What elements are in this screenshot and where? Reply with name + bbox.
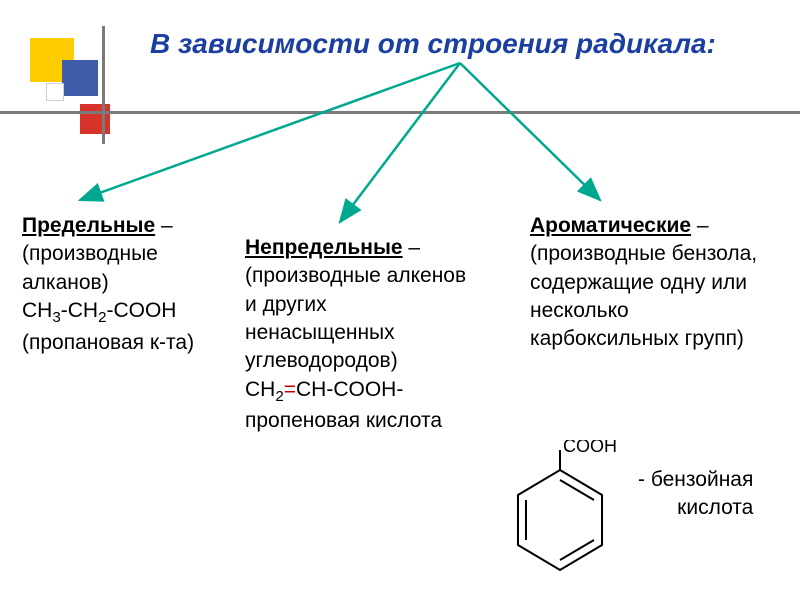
- svg-text:COOH: COOH: [563, 440, 617, 456]
- formula-saturated: CH3-CH2-COOH: [22, 299, 176, 322]
- decor-blue-square: [62, 60, 98, 96]
- decor-red-square: [80, 104, 110, 134]
- heading-unsaturated: Непредельные: [245, 236, 403, 259]
- decor-horizontal-line: [0, 111, 800, 114]
- formula-unsaturated: CH2=CH-COOH-: [245, 378, 403, 401]
- decor-white-square: [46, 83, 64, 101]
- heading-saturated: Предельные: [22, 214, 155, 237]
- slide-title: В зависимости от строения радикала:: [150, 28, 716, 60]
- benzoic-acid-label: - бензойная кислота: [638, 466, 753, 523]
- column-unsaturated: Непредельные – (производные алкенов и др…: [245, 234, 477, 436]
- name-saturated: (пропановая к-та): [22, 331, 194, 354]
- heading-aromatic: Ароматические: [530, 214, 691, 237]
- column-aromatic: Ароматические – (производные бензола, со…: [530, 212, 782, 354]
- decor-vertical-line: [102, 26, 105, 144]
- column-saturated: Предельные – (производные алканов) CH3-C…: [22, 212, 237, 357]
- benzoic-acid-structure: COOH: [490, 440, 630, 590]
- name-unsaturated: пропеновая кислота: [245, 409, 442, 432]
